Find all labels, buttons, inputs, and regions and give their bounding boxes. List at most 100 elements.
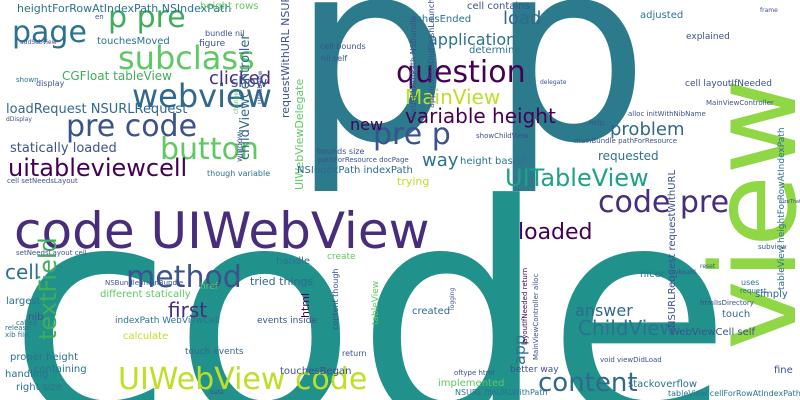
word-trying: trying: [397, 175, 430, 188]
word-return: return: [342, 349, 367, 358]
word-nsbundle-mainbundle: NSBundle mainBundle: [105, 279, 184, 287]
word-bundle-nil: bundle nil: [205, 29, 245, 38]
word-tableview: tableView: [371, 280, 381, 325]
word-bounds-size: bounds size: [317, 147, 365, 156]
word-setneedslayout-cell: setNeedsLayout cell: [16, 249, 87, 257]
word-statically-loaded: statically loaded: [10, 141, 117, 156]
word-proper-height: proper height: [10, 352, 79, 363]
word-frame: frame: [760, 7, 778, 14]
word-adjusted: adjusted: [640, 10, 684, 21]
word-nil-self: nil self: [321, 54, 348, 63]
word-cell-setneedslayout: cell setNeedsLayout: [7, 177, 78, 185]
word-requested: requested: [598, 149, 659, 163]
word-subview: subview: [758, 243, 787, 251]
word-indexpath-webviewcell: indexPath WebViewCell: [115, 316, 221, 326]
word-answer: answer: [575, 301, 633, 320]
word-subclass: subclass: [118, 39, 255, 77]
word-webview: webview: [132, 77, 272, 115]
word-help: help: [589, 119, 605, 127]
word-variable-height: variable height: [405, 104, 556, 128]
word-way: way: [422, 150, 459, 171]
word-release: release: [5, 324, 31, 332]
word-question: question: [396, 55, 526, 90]
word-code: code: [8, 141, 732, 400]
word-webviewcell-self: WebViewCell self: [670, 327, 756, 338]
word-uitableview: UITableView: [505, 164, 649, 192]
word-cell-layoutifneeded: cell layoutIfNeeded: [685, 79, 773, 89]
word-touch-events: touch events: [185, 347, 244, 357]
word-mainview: MainView: [405, 85, 501, 109]
word-create: create: [327, 252, 356, 262]
word-nsindexpath-indexpath: NSIndexPath indexPath: [297, 165, 413, 176]
word-childview: ChildView: [578, 316, 676, 340]
word-nib: nib: [28, 312, 44, 323]
word-p-2: p: [490, 0, 649, 198]
word-height-based: height based: [460, 156, 526, 167]
word-code-uiwebview: code UIWebView: [14, 202, 430, 260]
word-touchesbegan: touchesBegan: [280, 366, 352, 377]
word-oftype-html: oftype html: [454, 369, 495, 377]
word-uitableviewcell: uitableviewcell: [8, 154, 188, 182]
word-nicer: nicer: [640, 269, 665, 280]
word-right-size: right size: [16, 382, 63, 393]
word-addsubview: addSubview: [20, 39, 57, 46]
word-explained: explained: [686, 32, 730, 42]
word-tried-things: tried things: [250, 275, 314, 288]
word-button: button: [160, 132, 259, 167]
word-shown: shown: [16, 76, 39, 84]
word-created: created: [412, 306, 451, 317]
word-uiwebview-code: UIWebView code: [118, 362, 368, 397]
word-applicationdidfinish: applicationDidFinishLaunching: [427, 0, 436, 108]
word-cell-bounds: cell bounds: [320, 42, 366, 51]
word-requestwithurl: requestWithURL NSURL: [279, 0, 292, 118]
word-fine: fine: [774, 365, 793, 376]
word-code-pre: code pre: [598, 185, 730, 220]
word-touch: touch: [722, 309, 751, 320]
word-sizethatfits: sizeThatFits: [780, 199, 800, 205]
word-stackoverflow: stackoverflow: [628, 379, 698, 390]
word-xib-file: xib file: [5, 331, 29, 339]
word-request: request: [740, 287, 767, 295]
word-page: page: [12, 15, 87, 50]
word-nsurlrequest-requestwithurl: NSURLRequest requestWithURL: [667, 169, 678, 328]
word-alloc-initwithnibname: alloc initWithNibName: [628, 110, 706, 118]
word-pre-p: pre p: [373, 117, 451, 152]
word-heightforrow: heightForRowAtIndexPath NSIndexPath: [17, 2, 232, 15]
word-load: load: [503, 8, 542, 29]
word-uses: uses: [741, 278, 760, 287]
word-window: window: [235, 131, 244, 162]
word-logging: logging: [449, 287, 456, 310]
word-htmlisdirectory: htmlIsDirectory: [700, 299, 754, 307]
word-new: new: [350, 115, 384, 134]
word-method: method: [126, 260, 242, 295]
word-href: href: [200, 282, 218, 292]
word-cell-contains: cell contains: [467, 1, 530, 12]
word-though-variable: though variable: [207, 169, 271, 178]
word-calculate: calculate: [123, 331, 169, 342]
word-layoutifneeded-return: layoutIfNeeded return: [521, 267, 529, 345]
word-mainbundle-pathforresource: mainBundle pathForResource: [574, 137, 678, 145]
word-p-pre: p pre: [108, 0, 186, 35]
word-called: called: [16, 319, 37, 327]
word-keyboard: keyboard: [668, 269, 696, 276]
word-loadrequest: loadRequest NSURLRequest: [6, 102, 188, 117]
word-data: data: [210, 389, 224, 396]
word-content: content: [538, 368, 638, 398]
word-implemented: implemented: [438, 378, 505, 389]
word-uiwebview-small: UIWebView: [257, 70, 264, 104]
word-change: change: [233, 91, 240, 114]
word-touchesmoved: touchesMoved: [97, 36, 170, 47]
word-en: en: [95, 13, 104, 21]
word-clicked: clicked: [209, 68, 272, 89]
word-cell: cell: [5, 260, 40, 284]
word-void-viewdidload: void viewDidLoad: [600, 356, 662, 364]
word-pre-code: pre code: [66, 109, 198, 144]
word-different-statically: different statically: [100, 289, 191, 300]
word-tableview-heightforrow: tableView heightForRowAtIndexPath: [777, 127, 787, 290]
word-touchesended: touchesEnded: [400, 14, 472, 25]
word-content-though: content though: [331, 268, 340, 331]
word-containing: containing: [34, 364, 87, 375]
word-tableview-cellforrow: tableView cellForRowAtIndexPath: [668, 389, 800, 398]
word-mainviewcontroller-alloc: MainViewController alloc: [532, 273, 540, 360]
